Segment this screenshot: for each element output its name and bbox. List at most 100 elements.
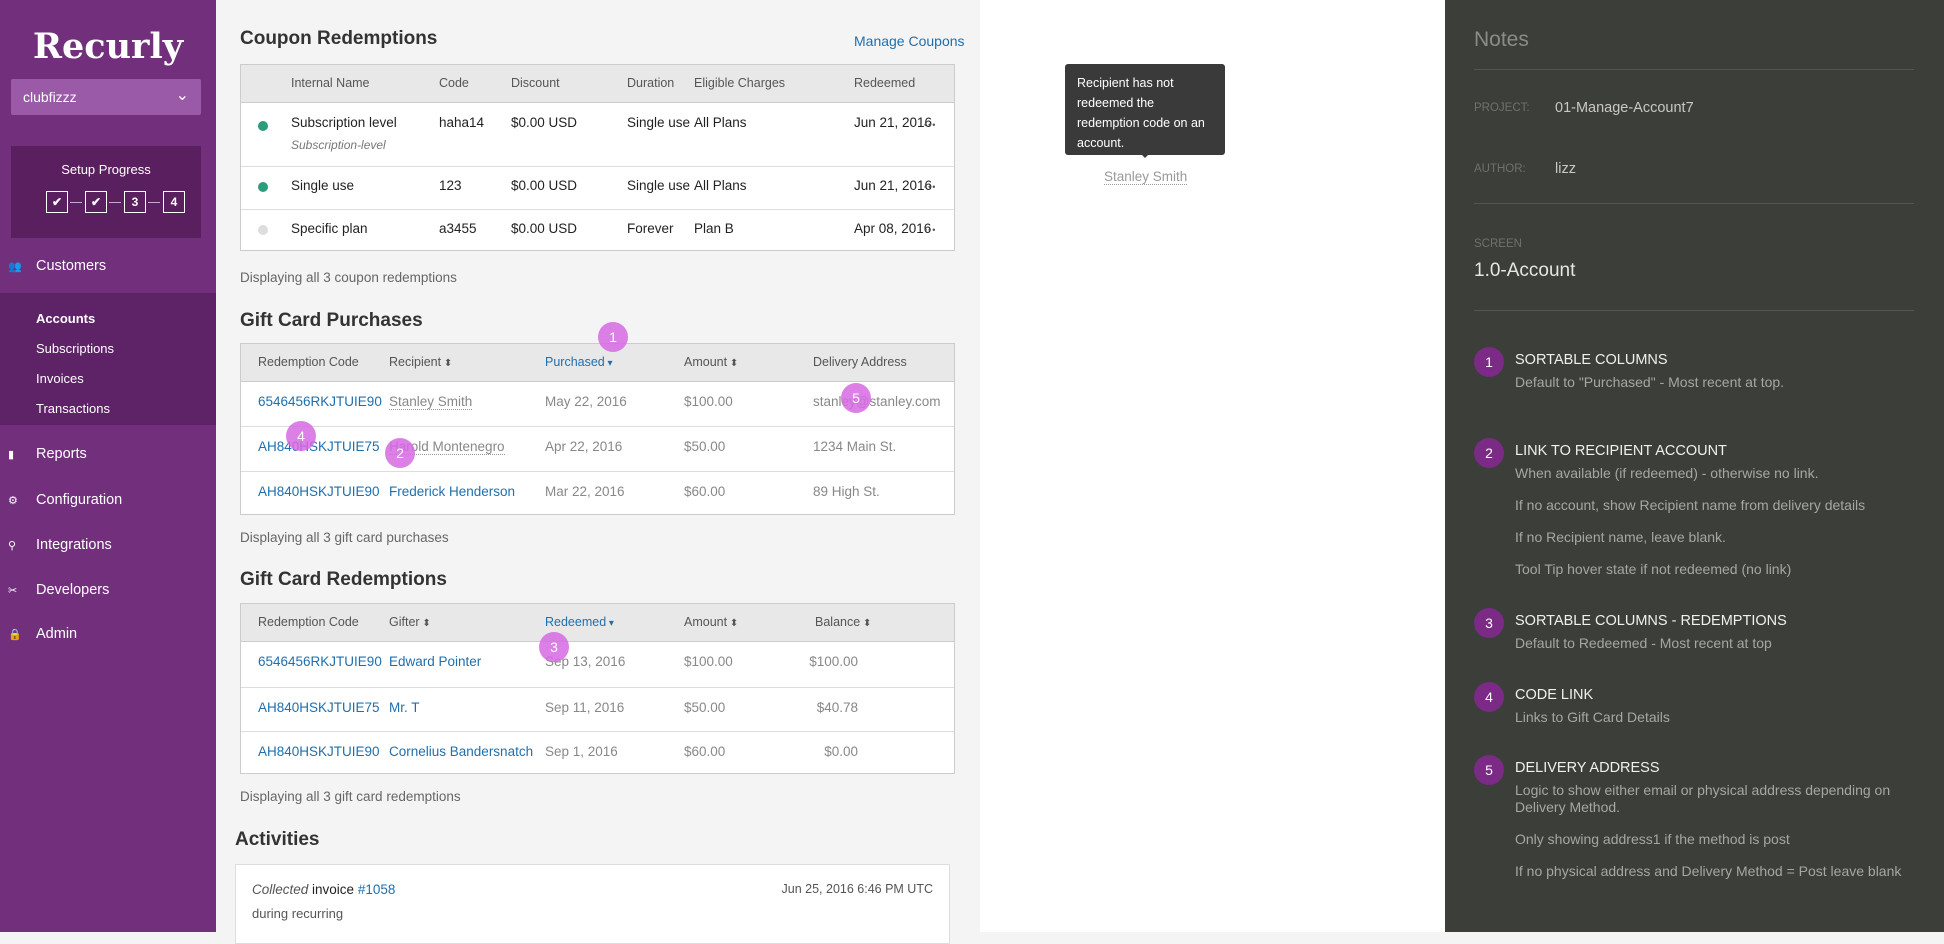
cell: Sep 1, 2016 <box>545 744 618 759</box>
column-header[interactable]: Gifter ⬍ <box>389 615 431 629</box>
cell[interactable]: AH840HSKJTUIE75 <box>258 439 380 454</box>
table-row: Single use 123 $0.00 USD Single use All Plan… <box>241 166 954 209</box>
note-number: 1 <box>1474 347 1504 377</box>
activity-action: Collected <box>252 882 309 897</box>
column-header[interactable]: Recipient ⬍ <box>389 355 453 369</box>
setup-title: Setup Progress <box>61 162 151 177</box>
cell: $0.00 <box>824 744 858 759</box>
column-header: Discount <box>511 76 560 90</box>
cell: stanley@stanley.com <box>813 394 941 409</box>
nav-item[interactable]: Reports <box>36 446 87 462</box>
row-menu[interactable]: ••• <box>924 225 937 235</box>
annotation-marker: 5 <box>841 383 871 413</box>
cell: Apr 08, 2016 <box>854 221 932 236</box>
nav-item[interactable]: Customers <box>36 258 107 274</box>
account-dropdown[interactable]: clubfizzz ⌄ <box>11 79 201 115</box>
note-line: If no physical address and Delivery Meth… <box>1515 863 1902 879</box>
note-number: 2 <box>1474 438 1504 468</box>
cell[interactable]: Mr. T <box>389 700 420 715</box>
row-menu[interactable]: ••• <box>924 182 937 192</box>
subnav-item[interactable]: Accounts <box>36 311 96 326</box>
cell: Harold Montenegro <box>389 439 505 455</box>
column-header: Delivery Address <box>813 355 907 369</box>
cell: $50.00 <box>684 700 726 715</box>
cell: Jun 21, 2016 <box>854 178 933 193</box>
column-header[interactable]: Amount ⬍ <box>684 615 739 629</box>
preview-area: Recipient has not redeemed the redemptio… <box>980 0 1445 932</box>
main-content: Coupon Redemptions Manage Coupons Internal… <box>216 0 980 944</box>
activity-detail: during recurring <box>252 906 344 921</box>
nav-item[interactable]: Configuration <box>36 492 123 508</box>
sort-icon: ▾ <box>604 358 613 369</box>
sort-icon: ⬍ <box>727 358 739 369</box>
sort-icon: ⬍ <box>727 618 739 629</box>
tooltip-target: Stanley Smith <box>1104 169 1188 185</box>
subnav-item[interactable]: Subscriptions <box>36 341 115 356</box>
column-header: Duration <box>627 76 675 90</box>
annotation-marker: 4 <box>286 421 316 451</box>
nav-item[interactable]: Admin <box>36 626 78 642</box>
table-footer: Displaying all 3 coupon redemptions <box>240 270 457 285</box>
cell[interactable]: AH840HSKJTUIE90 <box>258 744 380 759</box>
cell[interactable]: 6546456RKJTUIE90 <box>258 654 382 669</box>
cell: Single use <box>291 178 355 193</box>
subnav-item[interactable]: Invoices <box>36 371 84 386</box>
cell: Sep 11, 2016 <box>545 700 625 715</box>
cell: All Plans <box>694 115 747 130</box>
cell: Apr 22, 2016 <box>545 439 623 454</box>
section-title: Gift Card Purchases <box>240 310 423 331</box>
note-line: Logic to show either email or physical a… <box>1515 782 1891 815</box>
cell: Plan B <box>694 221 734 236</box>
column-header[interactable]: Balance ⬍ <box>815 615 872 629</box>
table-row: Specific plan a3455 $0.00 USD Forever Plan B… <box>241 209 954 252</box>
cell: Sep 13, 2016 <box>545 654 626 669</box>
tooltip-text: Recipient has not redeemed the redemptio… <box>1077 76 1205 150</box>
table-header: Internal Name Code Discount Duration Eligibl… <box>241 65 954 103</box>
cell[interactable]: Cornelius Bandersnatch <box>389 744 534 759</box>
cell[interactable]: Edward Pointer <box>389 654 482 669</box>
row-menu[interactable]: ••• <box>924 120 937 130</box>
table-footer: Displaying all 3 gift card redemptions <box>240 789 461 804</box>
table-row: AH840HSKJTUIE90 Cornelius Bandersnatch Sep… <box>241 731 954 775</box>
step-connector <box>70 202 82 203</box>
cell[interactable]: AH840HSKJTUIE90 <box>258 484 380 499</box>
nav-item[interactable]: Developers <box>36 582 110 598</box>
note-number: 3 <box>1474 608 1504 638</box>
subnav-item[interactable]: Transactions <box>36 401 110 416</box>
nav-item[interactable]: Integrations <box>36 537 112 553</box>
column-header: Redemption Code <box>258 355 359 369</box>
cell: $50.00 <box>684 439 726 454</box>
cell: 123 <box>439 178 462 193</box>
setup-step: 4 <box>163 191 185 213</box>
setup-step: 3 <box>124 191 146 213</box>
column-header[interactable]: Purchased ▾ <box>545 355 613 369</box>
setup-box: Setup Progress ✔ ✔ 3 4 <box>11 146 201 238</box>
status-dot <box>258 225 268 235</box>
note-line: When available (if redeemed) - otherwise… <box>1515 465 1819 481</box>
cell[interactable]: 6546456RKJTUIE90 <box>258 394 382 409</box>
section-title: Gift Card Redemptions <box>240 569 447 590</box>
note-line: If no account, show Recipient name from … <box>1515 497 1866 513</box>
nav-icon: ▮ <box>8 449 15 461</box>
logo[interactable]: Recurly <box>32 26 184 67</box>
manage-coupons-link[interactable]: Manage Coupons <box>854 33 965 49</box>
column-header: Code <box>439 76 469 90</box>
column-header[interactable]: Amount ⬍ <box>684 355 739 369</box>
cell[interactable]: AH840HSKJTUIE75 <box>258 700 380 715</box>
setup-step: ✔ <box>85 191 107 213</box>
column-header[interactable]: Redeemed ▾ <box>545 615 614 629</box>
sort-icon: ⬍ <box>441 358 453 369</box>
note-number: 5 <box>1474 755 1504 785</box>
cell: $60.00 <box>684 744 726 759</box>
row-divider <box>241 166 954 167</box>
cell: Single use <box>627 178 691 193</box>
column-header: Redemption Code <box>258 615 359 629</box>
row-divider <box>241 471 954 472</box>
step-connector <box>148 202 160 203</box>
cell: Single use <box>627 115 691 130</box>
notes-panel: Notes PROJECT: 01-Manage-Account7 AUTHOR… <box>1445 0 1944 932</box>
cell[interactable]: Frederick Henderson <box>389 484 516 499</box>
notes-title: Notes <box>1474 28 1529 51</box>
cell: Jun 21, 2016 <box>854 115 933 130</box>
activity-link[interactable]: #1058 <box>357 882 396 897</box>
